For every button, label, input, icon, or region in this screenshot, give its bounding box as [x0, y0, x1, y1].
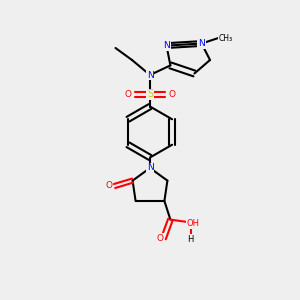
- Text: CH₃: CH₃: [218, 34, 233, 43]
- Text: N: N: [198, 39, 205, 48]
- Text: OH: OH: [186, 219, 200, 228]
- Text: H: H: [187, 235, 193, 244]
- Text: N: N: [163, 41, 170, 50]
- Text: O: O: [168, 90, 175, 99]
- Text: S: S: [147, 89, 153, 100]
- Text: N: N: [147, 70, 153, 80]
- Text: O: O: [156, 234, 164, 243]
- Text: O: O: [125, 90, 132, 99]
- Text: N: N: [147, 164, 153, 172]
- Text: O: O: [105, 182, 112, 190]
